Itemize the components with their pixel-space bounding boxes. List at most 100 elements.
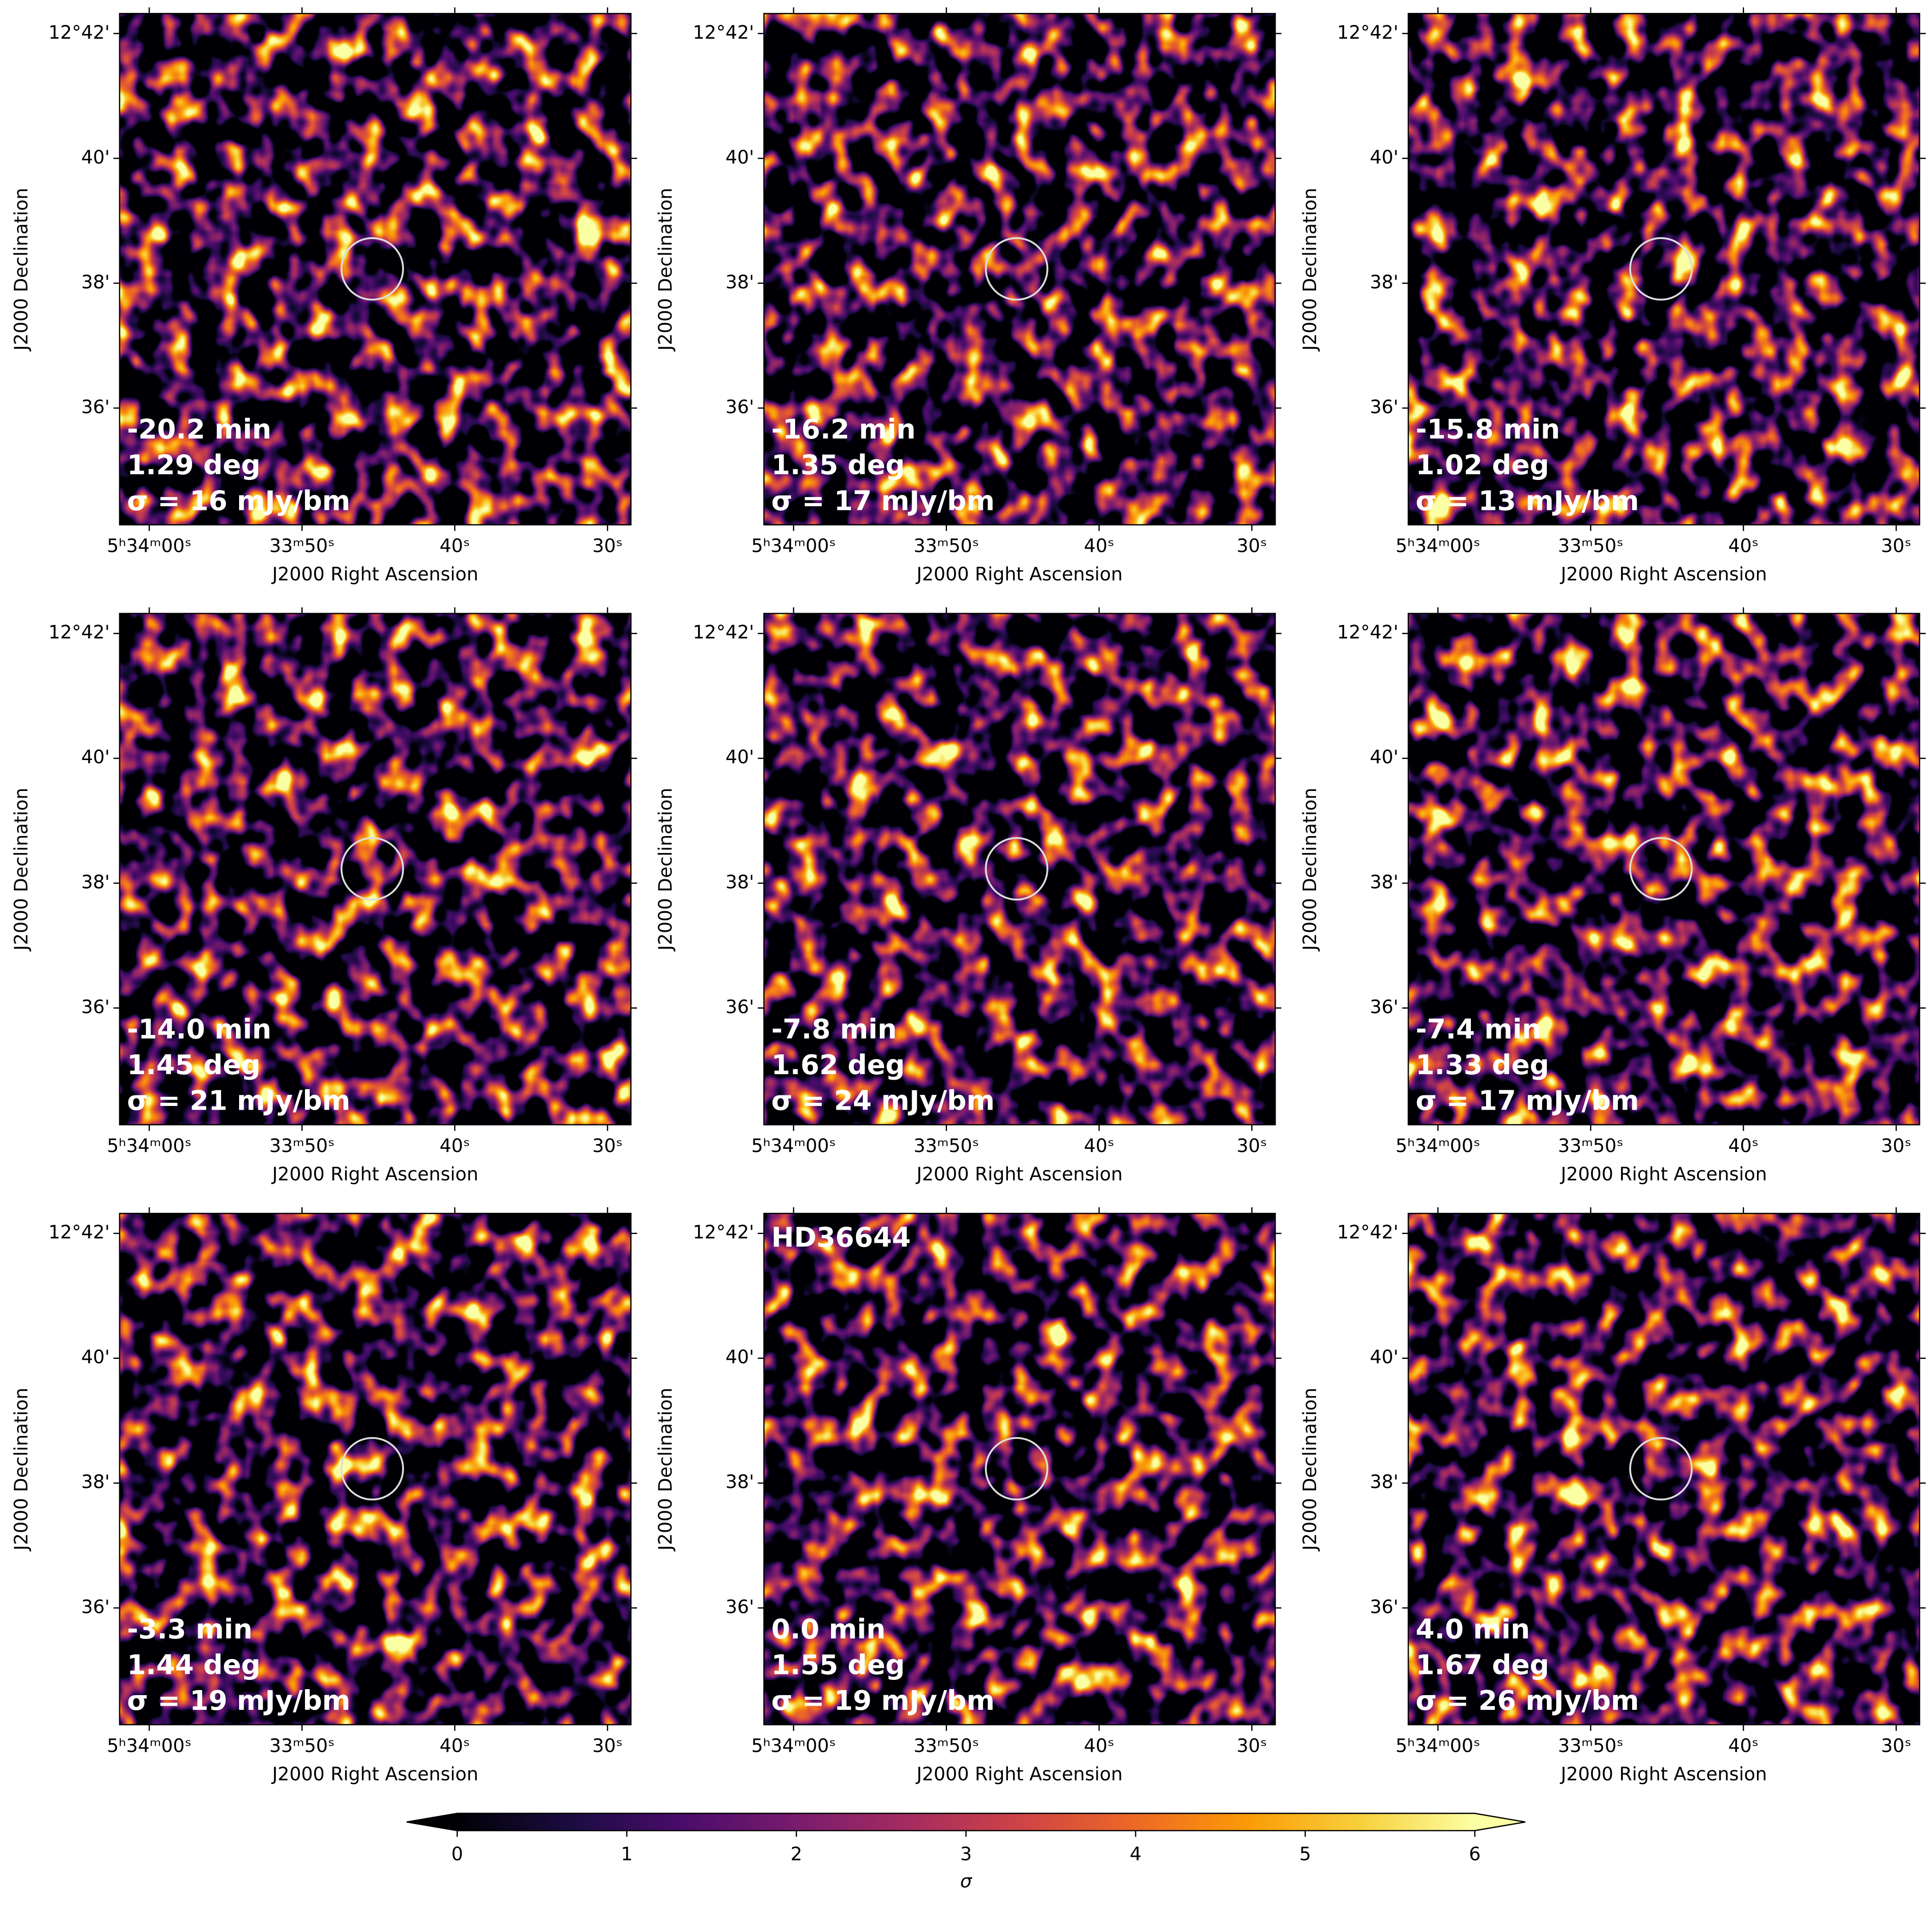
image-panel	[1408, 613, 1920, 1125]
y-tick-label: 38'	[1370, 872, 1399, 893]
x-tick-label: 33ᵐ50ˢ	[1558, 535, 1623, 556]
x-tick-label: 33ᵐ50ˢ	[913, 535, 979, 556]
panel-annotation: -15.8 min	[1416, 413, 1560, 445]
panel-annotation: σ = 19 mJy/bm	[771, 1685, 995, 1716]
y-tick-label: 38'	[1370, 272, 1399, 293]
image-panel	[119, 1213, 631, 1725]
y-tick-label: 12°42'	[48, 1222, 110, 1243]
panel-annotation: 1.33 deg	[1416, 1049, 1549, 1081]
x-tick-label: 30ˢ	[1881, 1135, 1911, 1157]
panel-annotation: 1.45 deg	[127, 1049, 261, 1081]
panel-annotation: 4.0 min	[1416, 1613, 1530, 1645]
image-panel	[1408, 13, 1920, 525]
colorbar-tick-label: 6	[1469, 1844, 1481, 1865]
y-tick-label: 38'	[726, 872, 754, 893]
x-tick-label: 33ᵐ50ˢ	[913, 1735, 979, 1756]
panel-annotation: 1.67 deg	[1416, 1649, 1549, 1681]
colorbar-extend-high	[1475, 1813, 1526, 1831]
y-tick-label: 40'	[1370, 747, 1399, 768]
x-axis-label: J2000 Right Ascension	[271, 1164, 479, 1185]
x-tick-label: 5ʰ34ᵐ00ˢ	[1396, 535, 1481, 556]
y-tick-label: 12°42'	[1337, 1222, 1399, 1243]
y-tick-label: 38'	[726, 1472, 754, 1493]
panel-annotation: σ = 24 mJy/bm	[771, 1085, 995, 1117]
x-axis-label: J2000 Right Ascension	[915, 1764, 1123, 1785]
x-tick-label: 33ᵐ50ˢ	[1558, 1735, 1623, 1756]
x-tick-label: 5ʰ34ᵐ00ˢ	[751, 535, 836, 556]
x-tick-label: 30ˢ	[1237, 1135, 1267, 1157]
image-panel	[119, 13, 631, 525]
x-tick-label: 30ˢ	[592, 535, 623, 556]
panel-annotation: σ = 17 mJy/bm	[1416, 1085, 1639, 1117]
x-tick-label: 30ˢ	[592, 1735, 623, 1756]
colorbar	[457, 1813, 1475, 1831]
x-tick-label: 40ˢ	[1728, 1135, 1759, 1157]
colorbar-tick-label: 3	[960, 1844, 972, 1865]
colorbar-tick-label: 4	[1130, 1844, 1142, 1865]
x-tick-label: 5ʰ34ᵐ00ˢ	[751, 1735, 836, 1756]
panel-annotation: -3.3 min	[127, 1613, 252, 1645]
axes-frame	[763, 13, 1276, 526]
panel-annotation: -14.0 min	[127, 1013, 271, 1045]
panel-annotation: 1.29 deg	[127, 449, 261, 481]
x-tick-label: 5ʰ34ᵐ00ˢ	[107, 1735, 192, 1756]
axes-frame	[763, 613, 1276, 1126]
x-tick-label: 40ˢ	[1084, 535, 1114, 556]
x-tick-label: 40ˢ	[439, 1735, 470, 1756]
axes-frame	[1407, 13, 1920, 526]
colorbar-label: σ	[960, 1871, 972, 1892]
axes-frame	[1407, 1212, 1920, 1726]
x-tick-label: 33ᵐ50ˢ	[1558, 1135, 1623, 1157]
y-tick-label: 12°42'	[693, 1222, 754, 1243]
x-tick-label: 5ʰ34ᵐ00ˢ	[751, 1135, 836, 1157]
axes-frame	[763, 1212, 1276, 1726]
x-tick-label: 30ˢ	[1237, 1735, 1267, 1756]
y-axis-label: J2000 Declination	[655, 788, 676, 952]
x-tick-label: 33ᵐ50ˢ	[269, 1735, 335, 1756]
x-tick-label: 5ʰ34ᵐ00ˢ	[1396, 1135, 1481, 1157]
y-tick-label: 36'	[726, 397, 754, 418]
colorbar-tick-label: 2	[790, 1844, 802, 1865]
y-axis-label: J2000 Declination	[655, 188, 676, 352]
y-axis-label: J2000 Declination	[11, 1388, 32, 1552]
x-axis-label: J2000 Right Ascension	[1559, 1764, 1767, 1785]
axes-frame	[119, 613, 632, 1126]
colorbar-tick-label: 1	[621, 1844, 633, 1865]
x-tick-label: 40ˢ	[439, 535, 470, 556]
x-tick-label: 33ᵐ50ˢ	[913, 1135, 979, 1157]
y-tick-label: 36'	[81, 397, 110, 418]
panel-annotation: 0.0 min	[771, 1613, 885, 1645]
source-circle	[985, 837, 1048, 901]
y-tick-label: 40'	[726, 747, 754, 768]
y-axis-label: J2000 Declination	[655, 1388, 676, 1552]
panel-title: HD36644	[771, 1222, 911, 1253]
y-tick-label: 38'	[81, 872, 110, 893]
source-circle	[1629, 1437, 1693, 1501]
y-tick-label: 40'	[81, 747, 110, 768]
image-panel	[764, 1213, 1276, 1725]
x-axis-label: J2000 Right Ascension	[915, 1164, 1123, 1185]
y-tick-label: 36'	[1370, 397, 1399, 418]
source-circle	[1629, 237, 1693, 301]
x-tick-label: 40ˢ	[1084, 1135, 1114, 1157]
x-tick-label: 30ˢ	[1237, 535, 1267, 556]
y-tick-label: 12°42'	[693, 22, 754, 43]
y-tick-label: 36'	[726, 996, 754, 1018]
y-tick-label: 12°42'	[48, 22, 110, 43]
x-tick-label: 30ˢ	[1881, 1735, 1911, 1756]
panel-annotation: 1.35 deg	[771, 449, 905, 481]
x-axis-label: J2000 Right Ascension	[1559, 1164, 1767, 1185]
y-tick-label: 40'	[726, 147, 754, 168]
source-circle	[985, 237, 1048, 301]
y-tick-label: 40'	[1370, 147, 1399, 168]
source-circle	[340, 237, 404, 301]
panel-annotation: -7.8 min	[771, 1013, 896, 1045]
y-tick-label: 40'	[1370, 1347, 1399, 1368]
x-tick-label: 33ᵐ50ˢ	[269, 535, 335, 556]
x-tick-label: 40ˢ	[1728, 1735, 1759, 1756]
y-axis-label: J2000 Declination	[1300, 1388, 1321, 1552]
y-tick-label: 36'	[81, 996, 110, 1018]
y-tick-label: 40'	[726, 1347, 754, 1368]
image-panel	[764, 13, 1276, 525]
